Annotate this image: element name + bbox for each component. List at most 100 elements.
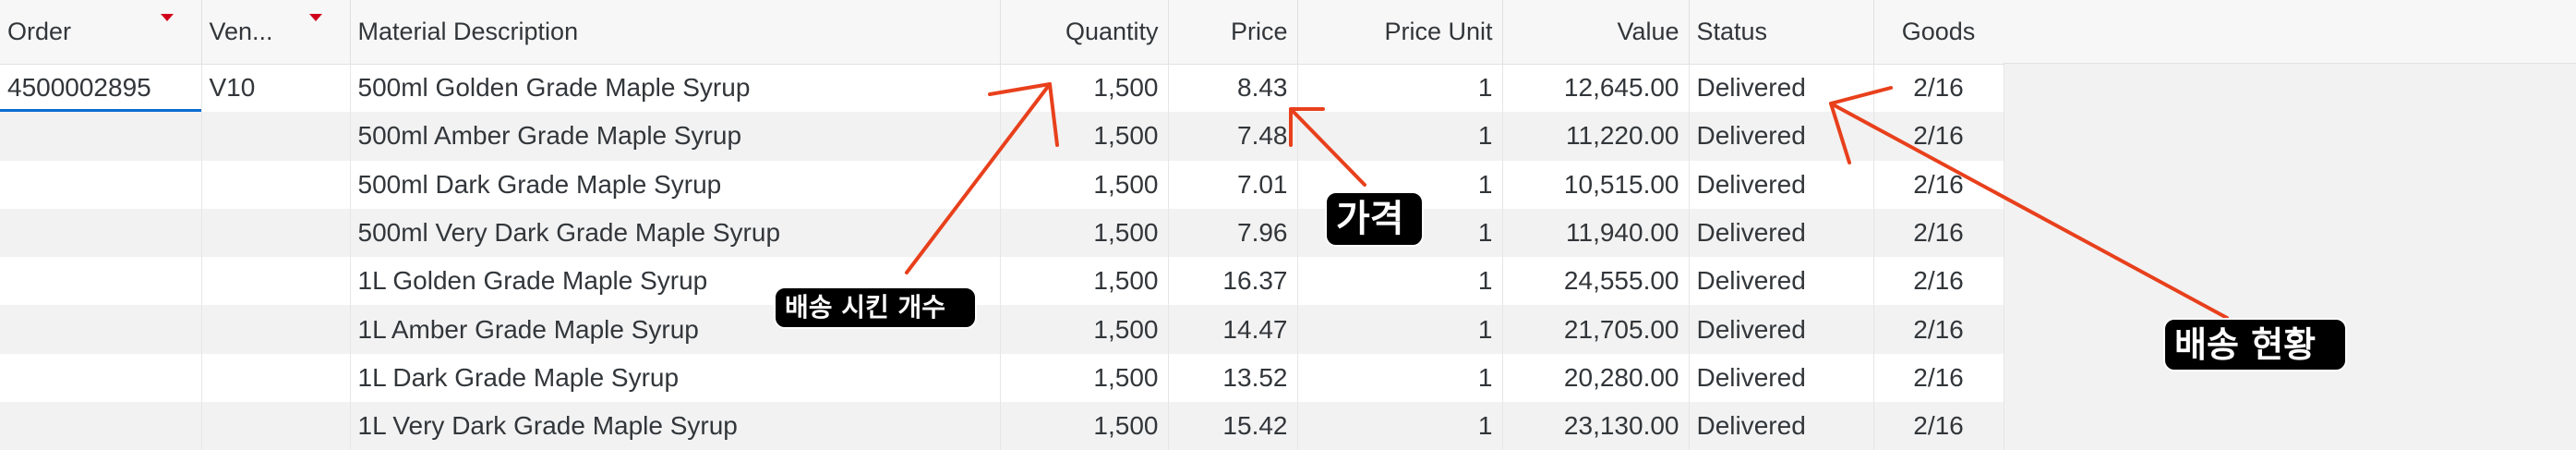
column-header-order[interactable]: Order: [0, 0, 202, 65]
cell-material[interactable]: 500ml Dark Grade Maple Syrup: [350, 160, 1001, 209]
column-header-material-description[interactable]: Material Description: [350, 0, 1001, 65]
cell-price[interactable]: 7.48: [1168, 112, 1298, 161]
column-header-vendor[interactable]: Ven...: [201, 0, 351, 65]
column-header-label: Quantity: [1065, 17, 1159, 45]
table-row[interactable]: 4500002895 V10 500ml Golden Grade Maple Sy…: [0, 64, 2004, 113]
column-header-status[interactable]: Status: [1689, 0, 1874, 65]
cell-quantity[interactable]: 1,500: [1000, 305, 1169, 354]
table-row[interactable]: 500ml Dark Grade Maple Syrup 1,500 7.01 1 10…: [0, 160, 2004, 209]
column-header-label: Material Description: [357, 17, 579, 45]
cell-price-unit[interactable]: 1: [1297, 402, 1503, 450]
column-header-quantity[interactable]: Quantity: [1000, 0, 1169, 65]
column-header-label: Value: [1617, 17, 1679, 45]
cell-price[interactable]: 7.01: [1168, 160, 1298, 209]
cell-material[interactable]: 1L Very Dark Grade Maple Syrup: [350, 402, 1001, 450]
cell-vendor[interactable]: [201, 353, 351, 403]
cell-value[interactable]: 23,130.00: [1502, 402, 1690, 450]
cell-price[interactable]: 7.96: [1168, 208, 1298, 258]
cell-order[interactable]: [0, 257, 202, 306]
column-header-price-unit[interactable]: Price Unit: [1297, 0, 1503, 65]
cell-value[interactable]: 11,940.00: [1502, 208, 1690, 258]
cell-vendor[interactable]: [201, 402, 351, 450]
cell-price-unit[interactable]: 1: [1297, 160, 1503, 209]
cell-material[interactable]: 500ml Amber Grade Maple Syrup: [350, 112, 1001, 161]
cell-quantity[interactable]: 1,500: [1000, 402, 1169, 450]
cell-material[interactable]: 1L Dark Grade Maple Syrup: [350, 353, 1001, 403]
cell-quantity[interactable]: 1,500: [1000, 353, 1169, 403]
table-row[interactable]: 1L Golden Grade Maple Syrup 1,500 16.37 1 24…: [0, 257, 2004, 306]
cell-quantity[interactable]: 1,500: [1000, 64, 1169, 113]
cell-value[interactable]: 21,705.00: [1502, 305, 1690, 354]
cell-order[interactable]: [0, 160, 202, 209]
column-header-value[interactable]: Value: [1502, 0, 1690, 65]
cell-quantity[interactable]: 1,500: [1000, 257, 1169, 306]
table-row[interactable]: 500ml Amber Grade Maple Syrup 1,500 7.48 1 1…: [0, 112, 2004, 161]
cell-price-unit[interactable]: 1: [1297, 208, 1503, 258]
cell-goods[interactable]: 2/16: [1873, 305, 2004, 354]
cell-order[interactable]: 4500002895: [0, 64, 202, 113]
table-body: 4500002895 V10 500ml Golden Grade Maple Sy…: [0, 64, 2004, 450]
cell-price[interactable]: 8.43: [1168, 64, 1298, 113]
status-callout: 배송 현황: [2163, 318, 2347, 371]
column-header-label: Status: [1696, 17, 1768, 45]
cell-value[interactable]: 12,645.00: [1502, 64, 1690, 113]
cell-price-unit[interactable]: 1: [1297, 64, 1503, 113]
cell-value[interactable]: 11,220.00: [1502, 112, 1690, 161]
cell-vendor[interactable]: [201, 160, 351, 209]
cell-price[interactable]: 15.42: [1168, 402, 1298, 450]
cell-goods[interactable]: 2/16: [1873, 257, 2004, 306]
cell-price[interactable]: 13.52: [1168, 353, 1298, 403]
sort-indicator-icon[interactable]: [160, 14, 174, 21]
cell-status[interactable]: Delivered: [1689, 160, 1874, 209]
cell-goods[interactable]: 2/16: [1873, 112, 2004, 161]
cell-status[interactable]: Delivered: [1689, 353, 1874, 403]
cell-quantity[interactable]: 1,500: [1000, 160, 1169, 209]
table-row[interactable]: 1L Dark Grade Maple Syrup 1,500 13.52 1 20,2…: [0, 353, 2004, 403]
cell-price[interactable]: 14.47: [1168, 305, 1298, 354]
cell-vendor[interactable]: [201, 257, 351, 306]
cell-order[interactable]: [0, 353, 202, 403]
cell-material[interactable]: 1L Amber Grade Maple Syrup: [350, 305, 1001, 354]
cell-price-unit[interactable]: 1: [1297, 257, 1503, 306]
table-header-row: Order Ven... Material Description Quanti…: [0, 0, 2004, 65]
cell-goods[interactable]: 2/16: [1873, 160, 2004, 209]
cell-status[interactable]: Delivered: [1689, 64, 1874, 113]
table-row[interactable]: 1L Amber Grade Maple Syrup 1,500 14.47 1 21,…: [0, 305, 2004, 354]
cell-price[interactable]: 16.37: [1168, 257, 1298, 306]
cell-status[interactable]: Delivered: [1689, 257, 1874, 306]
cell-goods[interactable]: 2/16: [1873, 353, 2004, 403]
cell-order[interactable]: [0, 305, 202, 354]
cell-order[interactable]: [0, 112, 202, 161]
cell-price-unit[interactable]: 1: [1297, 305, 1503, 354]
sort-indicator-icon[interactable]: [308, 14, 322, 21]
cell-material[interactable]: 500ml Very Dark Grade Maple Syrup: [350, 208, 1001, 258]
column-header-price[interactable]: Price: [1168, 0, 1298, 65]
order-items-table: Order Ven... Material Description Quanti…: [0, 0, 2004, 450]
cell-quantity[interactable]: 1,500: [1000, 208, 1169, 258]
cell-order[interactable]: [0, 208, 202, 258]
cell-value[interactable]: 10,515.00: [1502, 160, 1690, 209]
table-row[interactable]: 1L Very Dark Grade Maple Syrup 1,500 15.42…: [0, 402, 2004, 450]
table-row[interactable]: 500ml Very Dark Grade Maple Syrup 1,500 7.…: [0, 208, 2004, 258]
cell-status[interactable]: Delivered: [1689, 112, 1874, 161]
header-filler: [2004, 0, 2576, 64]
cell-goods[interactable]: 2/16: [1873, 64, 2004, 113]
cell-order[interactable]: [0, 402, 202, 450]
cell-value[interactable]: 24,555.00: [1502, 257, 1690, 306]
column-header-goods[interactable]: Goods: [1873, 0, 2004, 65]
cell-material[interactable]: 500ml Golden Grade Maple Syrup: [350, 64, 1001, 113]
cell-vendor[interactable]: V10: [201, 64, 351, 113]
cell-price-unit[interactable]: 1: [1297, 353, 1503, 403]
cell-vendor[interactable]: [201, 208, 351, 258]
cell-price-unit[interactable]: 1: [1297, 112, 1503, 161]
cell-status[interactable]: Delivered: [1689, 305, 1874, 354]
cell-value[interactable]: 20,280.00: [1502, 353, 1690, 403]
cell-status[interactable]: Delivered: [1689, 402, 1874, 450]
cell-quantity[interactable]: 1,500: [1000, 112, 1169, 161]
cell-goods[interactable]: 2/16: [1873, 208, 2004, 258]
cell-material[interactable]: 1L Golden Grade Maple Syrup: [350, 257, 1001, 306]
cell-status[interactable]: Delivered: [1689, 208, 1874, 258]
cell-vendor[interactable]: [201, 305, 351, 354]
cell-goods[interactable]: 2/16: [1873, 402, 2004, 450]
cell-vendor[interactable]: [201, 112, 351, 161]
